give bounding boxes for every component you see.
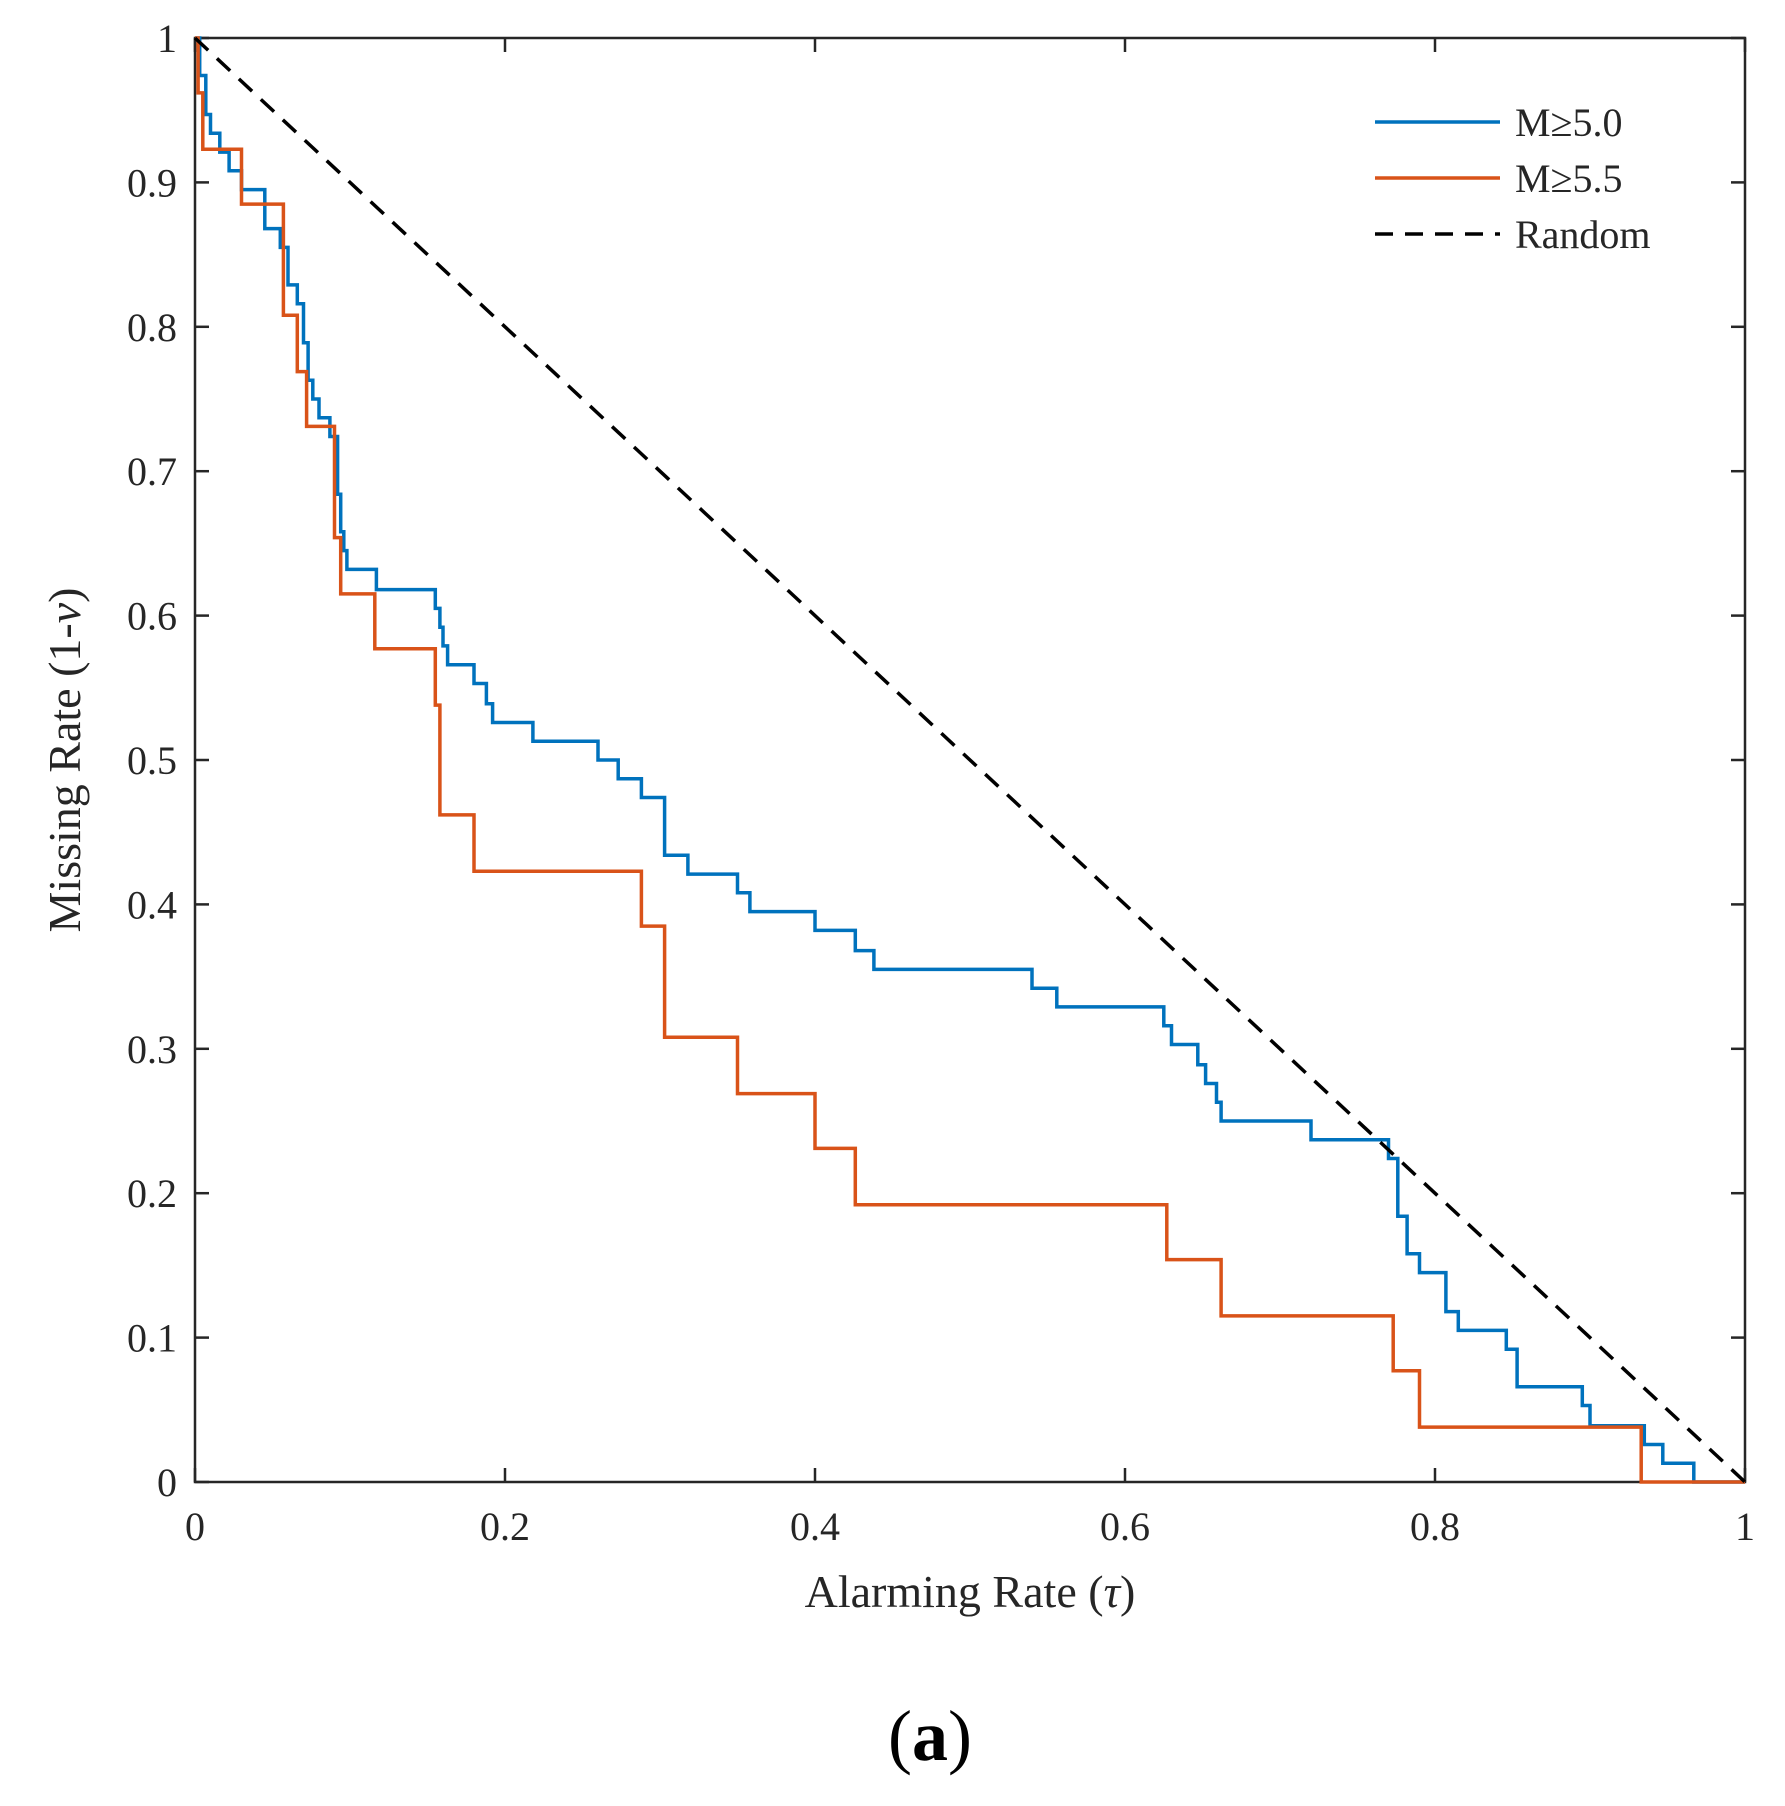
y-tick-label: 0.4 [127, 882, 177, 927]
panel-label: (a) [888, 1696, 972, 1776]
series-line-series-1 [195, 36, 1745, 1484]
x-tick-label: 0.6 [1100, 1504, 1150, 1549]
y-tick-label: 0.9 [127, 160, 177, 205]
legend-box [1363, 82, 1693, 270]
panel-label-close: ) [948, 1696, 972, 1776]
legend-label: M≥5.5 [1515, 156, 1623, 201]
x-axis-title-main: Alarming Rate ( [805, 1566, 1104, 1617]
y-axis-title-close: ) [39, 588, 90, 603]
x-axis-title: Alarming Rate (τ) [805, 1566, 1136, 1617]
y-tick-label: 0.8 [127, 305, 177, 350]
y-tick-label: 0 [157, 1460, 177, 1505]
x-axis-title-symbol: τ [1104, 1566, 1122, 1617]
x-tick-label: 1 [1735, 1504, 1755, 1549]
panel-label-open: ( [888, 1696, 912, 1776]
y-tick-label: 1 [157, 16, 177, 61]
y-axis-title-main: Missing Rate (1- [39, 623, 90, 932]
y-tick-label: 0.5 [127, 738, 177, 783]
legend-label: Random [1515, 212, 1651, 257]
y-axis-title: Missing Rate (1-ν) [39, 588, 90, 933]
y-tick-label: 0.6 [127, 594, 177, 639]
y-tick-label: 0.7 [127, 449, 177, 494]
y-tick-label: 0.3 [127, 1027, 177, 1072]
x-tick-label: 0.2 [480, 1504, 530, 1549]
legend: M≥5.0 M≥5.5 Random [1363, 82, 1693, 270]
y-tick-label: 0.1 [127, 1316, 177, 1361]
legend-label: M≥5.0 [1515, 100, 1623, 145]
axis-ticks: 0 0.2 0.4 0.6 0.8 1 0 0.1 0.2 0.3 0.4 0.5 0.6 0.7 0.8 0… [127, 16, 1755, 1549]
x-axis-title-close: ) [1120, 1566, 1135, 1617]
x-tick-label: 0.4 [790, 1504, 840, 1549]
x-tick-label: 0.8 [1410, 1504, 1460, 1549]
y-axis-title-symbol: ν [39, 602, 90, 623]
series-line-series-0 [195, 36, 1745, 1484]
x-tick-label: 0 [185, 1504, 205, 1549]
series-line-random [193, 36, 1747, 1484]
series-layer [193, 36, 1747, 1484]
y-tick-label: 0.2 [127, 1171, 177, 1216]
panel-label-letter: a [912, 1696, 948, 1776]
